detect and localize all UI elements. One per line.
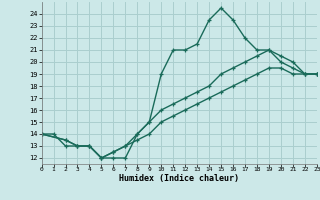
X-axis label: Humidex (Indice chaleur): Humidex (Indice chaleur) xyxy=(119,174,239,183)
